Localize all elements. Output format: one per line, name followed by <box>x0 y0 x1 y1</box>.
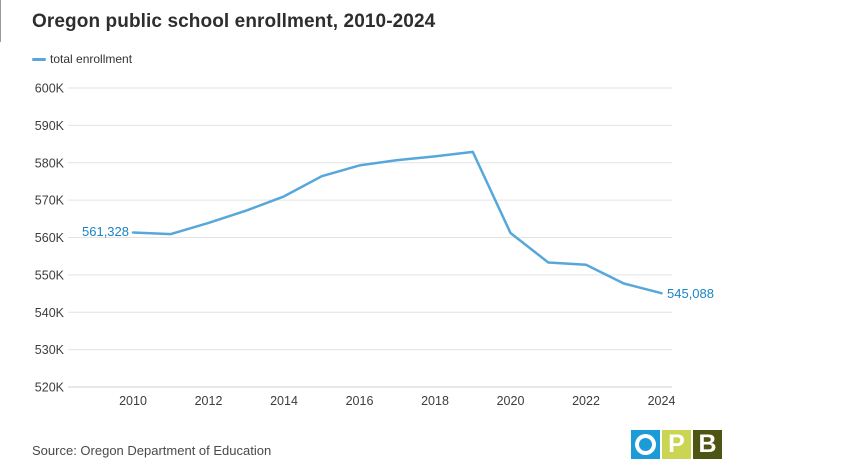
opb-letter-b: B <box>698 430 717 458</box>
x-tick-label: 2012 <box>195 394 223 408</box>
y-tick-label: 600K <box>35 82 65 96</box>
data-label-first-point: 561,328 <box>82 224 129 239</box>
series-line-total-enrollment <box>131 150 663 295</box>
source-caption: Source: Oregon Department of Education <box>32 443 272 458</box>
opb-o-ring <box>635 434 656 455</box>
y-tick-label: 540K <box>35 306 65 320</box>
chart-title: Oregon public school enrollment, 2010-20… <box>32 11 436 32</box>
opb-logo-tile-p: P <box>662 430 691 459</box>
y-tick-label: 550K <box>35 268 65 282</box>
y-tick-label: 560K <box>35 231 65 245</box>
y-tick-label: 520K <box>35 381 65 395</box>
left-edge-line <box>0 0 1 42</box>
x-tick-label: 2024 <box>648 394 676 408</box>
x-tick-label: 2016 <box>346 394 374 408</box>
opb-letter-p: P <box>668 430 685 458</box>
y-tick-label: 530K <box>35 343 65 357</box>
opb-o-dot <box>639 438 652 451</box>
legend: total enrollment <box>32 52 132 66</box>
y-tick-label: 590K <box>35 119 65 133</box>
x-tick-label: 2022 <box>572 394 600 408</box>
opb-logo-tile-b: B <box>693 430 722 459</box>
data-label-last-point: 545,088 <box>667 286 714 301</box>
legend-line-swatch <box>32 57 46 61</box>
x-tick-label: 2010 <box>119 394 147 408</box>
x-tick-label: 2014 <box>270 394 298 408</box>
x-tick-label: 2018 <box>421 394 449 408</box>
opb-logo: P B <box>631 430 722 459</box>
x-tick-label: 2020 <box>497 394 525 408</box>
legend-label: total enrollment <box>50 52 133 66</box>
opb-logo-tile-o <box>631 430 660 459</box>
y-tick-label: 580K <box>35 156 65 170</box>
y-tick-label: 570K <box>35 194 65 208</box>
